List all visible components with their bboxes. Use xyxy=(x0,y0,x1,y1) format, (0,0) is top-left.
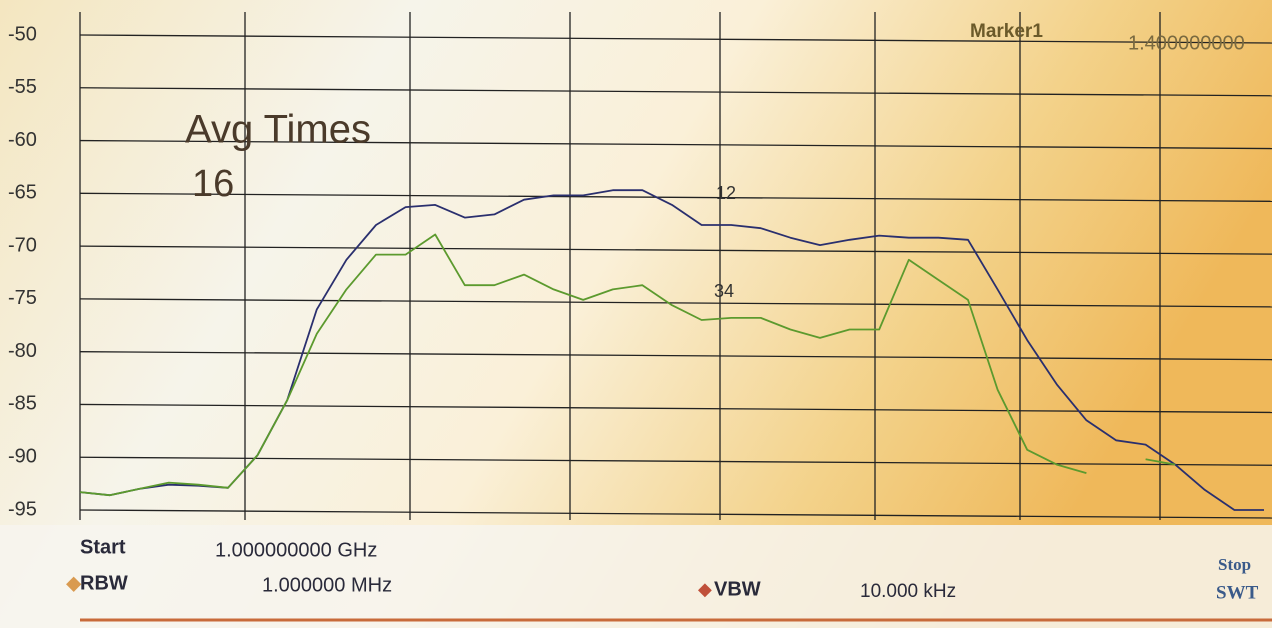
marker-title: Marker1 xyxy=(970,21,1043,42)
vbw-value: 10.000 kHz xyxy=(860,581,956,602)
y-tick-label: -85 xyxy=(8,393,37,415)
start-label: Start xyxy=(80,536,126,558)
y-tick-label: -55 xyxy=(8,76,37,98)
y-tick-label: -80 xyxy=(8,340,37,362)
chart: Marker1 1.400000000 Avg Times 16 12 34 S… xyxy=(0,0,1272,628)
marker-label: 12 xyxy=(716,183,736,203)
page: Marker1 1.400000000 Avg Times 16 12 34 S… xyxy=(0,0,1272,628)
rbw-value: 1.000000 MHz xyxy=(262,574,392,596)
start-value: 1.000000000 GHz xyxy=(215,539,377,561)
y-tick-label: -90 xyxy=(8,446,37,468)
vbw-bullet: ◆ xyxy=(698,579,712,599)
marker-label: 34 xyxy=(714,281,734,301)
avg-count: 16 xyxy=(192,163,234,205)
rbw-label: RBW xyxy=(80,572,128,594)
status-bar xyxy=(0,525,1272,628)
avg-label: Avg Times xyxy=(185,108,371,152)
stop-label: Stop xyxy=(1218,555,1251,574)
y-tick-label: -75 xyxy=(8,287,37,309)
marker-frequency: 1.400000000 xyxy=(1128,32,1245,54)
swt-label: SWT xyxy=(1216,582,1259,603)
y-tick-label: -65 xyxy=(8,182,37,204)
y-tick-label: -50 xyxy=(8,23,37,45)
y-tick-label: -70 xyxy=(8,234,37,256)
y-tick-label: -60 xyxy=(8,129,37,151)
vbw-label: VBW xyxy=(714,578,761,600)
y-tick-label: -95 xyxy=(8,498,37,520)
